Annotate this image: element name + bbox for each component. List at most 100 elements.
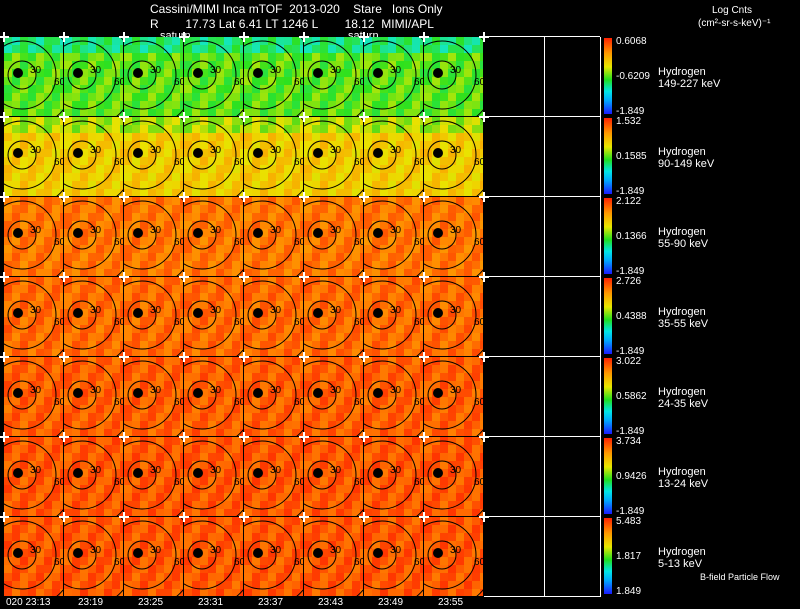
cross-marker	[299, 192, 309, 202]
image-cell	[544, 277, 603, 356]
inca-image: 30 60	[124, 197, 183, 276]
image-cell: 30 60	[244, 277, 303, 356]
ring-label: 30	[270, 65, 282, 76]
cross-marker	[119, 32, 129, 42]
inca-image: 30 60	[4, 357, 63, 436]
ring-label: 30	[390, 465, 402, 476]
ring-label: 60	[114, 317, 123, 328]
inca-image: 30 60	[424, 437, 483, 516]
cross-marker	[59, 112, 69, 122]
inca-image: 30 60	[244, 357, 303, 436]
image-cell: 30 60	[4, 357, 63, 436]
ring-label: 30	[210, 385, 222, 396]
x-tick-label: 23:43	[318, 597, 344, 608]
colorbar-mid: 0.1585	[616, 151, 647, 162]
colorbar-mid: -0.6209	[616, 71, 650, 82]
ring-label: 30	[270, 465, 282, 476]
ring-label: 30	[330, 385, 342, 396]
image-cell: 30 60	[244, 517, 303, 596]
inca-image: 30 60	[64, 517, 123, 596]
ring-label: 30	[210, 225, 222, 236]
image-cell: 30 60	[124, 37, 183, 116]
ring-label: 60	[474, 477, 483, 488]
cross-marker	[359, 432, 369, 442]
cross-marker	[359, 192, 369, 202]
inca-image: 30 60	[424, 117, 483, 196]
colorbar	[604, 118, 612, 194]
image-cell: 30 60	[364, 37, 423, 116]
column-separator	[544, 37, 545, 597]
cross-marker	[179, 352, 189, 362]
inca-image: 30 60	[244, 117, 303, 196]
image-cell: 30 60	[364, 517, 423, 596]
inca-image: 30 60	[64, 117, 123, 196]
ring-label: 30	[30, 225, 42, 236]
cross-marker	[119, 112, 129, 122]
ring-label: 30	[210, 305, 222, 316]
ring-label: 30	[450, 305, 462, 316]
cross-marker	[59, 512, 69, 522]
cross-marker	[0, 192, 9, 202]
ring-label: 60	[414, 397, 423, 408]
inca-image: 30 60	[4, 277, 63, 356]
cross-marker	[59, 192, 69, 202]
ring-label: 30	[330, 465, 342, 476]
x-tick-label: 23:37	[258, 597, 284, 608]
ring-label: 30	[390, 385, 402, 396]
row-separator	[484, 116, 600, 117]
image-cell: 30 60	[424, 517, 483, 596]
image-cell: 30 60	[424, 277, 483, 356]
image-cell: 30 60	[304, 37, 363, 116]
ring-label: 60	[294, 557, 303, 568]
inca-image: 30 60	[184, 437, 243, 516]
image-cell: 30 60	[124, 277, 183, 356]
inca-image: 30 60	[184, 37, 243, 116]
cross-marker	[0, 432, 9, 442]
colorbar	[604, 518, 612, 594]
cross-marker	[179, 512, 189, 522]
row-separator	[484, 196, 600, 197]
image-cell: 30 60	[4, 37, 63, 116]
image-cell: 30 60	[244, 37, 303, 116]
image-cell: 30 60	[424, 197, 483, 276]
colorbar-max: 3.734	[616, 436, 642, 447]
channel-label: Hydrogen 149-227 keV	[658, 66, 720, 90]
ring-label: 30	[90, 385, 102, 396]
ring-label: 60	[114, 77, 123, 88]
channel-energy: 24-35 keV	[658, 398, 709, 410]
ring-label: 60	[234, 157, 243, 168]
inca-image: 30 60	[304, 357, 363, 436]
channel-species: Hydrogen	[658, 466, 706, 478]
inca-image: 30 60	[364, 357, 423, 436]
image-cell: 30 60	[124, 437, 183, 516]
inca-image: 30 60	[4, 197, 63, 276]
channel-label: Hydrogen 35-55 keV	[658, 306, 708, 330]
cross-marker	[0, 112, 9, 122]
ring-label: 30	[390, 225, 402, 236]
ring-label: 60	[234, 77, 243, 88]
cross-marker	[179, 112, 189, 122]
inca-image: 30 60	[64, 277, 123, 356]
ring-label: 60	[354, 157, 363, 168]
ring-label: 60	[474, 557, 483, 568]
cross-marker	[359, 512, 369, 522]
colorbar-mid: 0.9426	[616, 471, 647, 482]
cross-marker	[419, 272, 429, 282]
inca-image: 30 60	[364, 117, 423, 196]
inca-image: 30 60	[184, 517, 243, 596]
row-separator	[484, 596, 600, 597]
ring-label: 60	[294, 397, 303, 408]
inca-image: 30 60	[364, 437, 423, 516]
ring-label: 60	[174, 157, 183, 168]
inca-image: 30 60	[244, 197, 303, 276]
image-cell: 30 60	[124, 197, 183, 276]
ring-label: 60	[294, 77, 303, 88]
ring-label: 60	[54, 237, 63, 248]
ring-label: 60	[354, 317, 363, 328]
image-cell: 30 60	[184, 357, 243, 436]
ring-label: 60	[114, 237, 123, 248]
image-cell: 30 60	[424, 357, 483, 436]
ring-label: 60	[474, 237, 483, 248]
colorbar	[604, 198, 612, 274]
ring-label: 30	[330, 225, 342, 236]
